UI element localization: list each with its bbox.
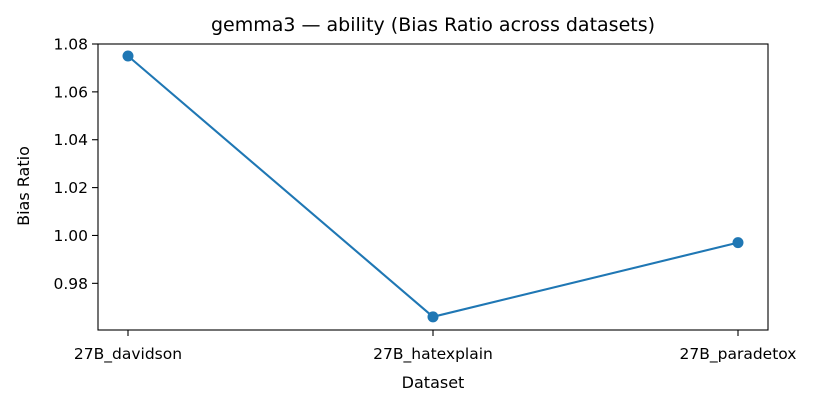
data-point [427,311,439,323]
x-axis-label: Dataset [402,373,465,392]
x-axis-ticks: 27B_davidson 27B_hatexplain 27B_paradetox [74,330,797,364]
plot-area-frame [97,43,769,331]
x-tick-label: 27B_paradetox [680,345,797,364]
y-tick-label: 1.00 [53,227,88,245]
series-line [127,55,739,318]
y-axis-ticks: 0.98 1.00 1.02 1.04 1.06 1.08 [53,36,98,293]
y-tick-label: 1.04 [53,131,88,149]
x-tick-label: 27B_hatexplain [373,345,493,364]
chart-title: gemma3 — ability (Bias Ratio across data… [211,14,655,36]
series-layer [122,50,744,323]
y-tick-label: 1.06 [53,83,88,101]
x-tick-label: 27B_davidson [74,345,182,364]
data-point [122,50,134,62]
y-axis-label: Bias Ratio [14,146,33,226]
y-tick-label: 1.08 [53,36,88,54]
data-point [732,237,744,249]
y-tick-label: 1.02 [53,179,88,197]
y-tick-label: 0.98 [53,275,88,293]
